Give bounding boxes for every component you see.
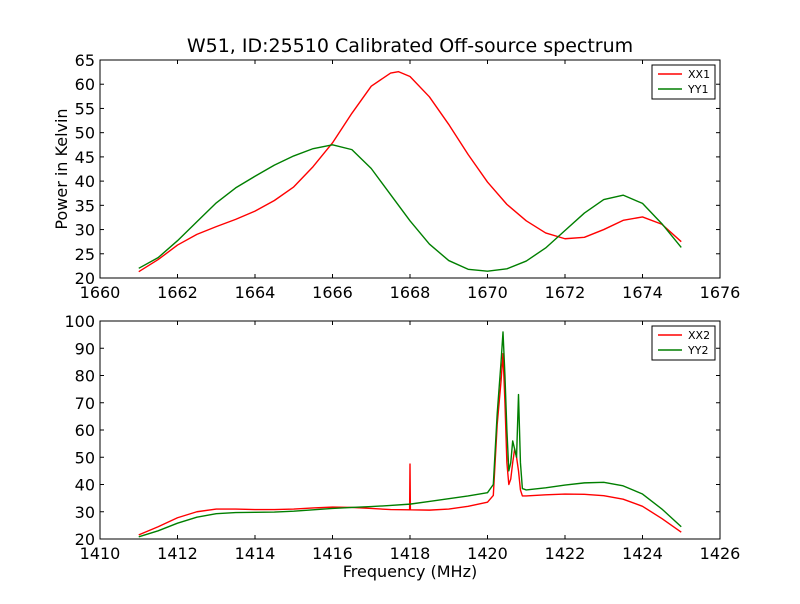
x-tick-label: 1422 [545, 544, 586, 563]
x-tick-label: 1664 [235, 283, 276, 302]
y-tick-label: 20 [75, 530, 95, 549]
x-tick-label: 1416 [312, 544, 353, 563]
legend-box [651, 325, 716, 361]
series-line-xx1 [138, 70, 682, 273]
y-tick-label: 35 [75, 196, 95, 215]
y-tick-label: 60 [75, 75, 95, 94]
series-line-yy1 [138, 144, 682, 272]
x-tick-label: 1674 [622, 283, 663, 302]
y-tick-label: 25 [75, 245, 95, 264]
y-tick-label: 50 [75, 448, 95, 467]
chart-panel-2: 1410 1412 1414 1416 1418 1420 1422 1424 1426 20 30… [64, 312, 740, 581]
y-tick-label: 70 [75, 394, 95, 413]
x-tick-label: 1424 [622, 544, 663, 563]
x-tick-label: 1670 [467, 283, 508, 302]
x-tick-label: 1414 [235, 544, 276, 563]
x-tick-label: 1410 [80, 544, 121, 563]
y-tick-label: 30 [75, 503, 95, 522]
x-axis-label: Frequency (MHz) [343, 562, 477, 581]
y-tick-label: 65 [75, 51, 95, 70]
series-line-yy2 [138, 331, 682, 538]
legend-box [651, 64, 716, 100]
y-tick-label: 45 [75, 148, 95, 167]
x-tick-label: 1660 [80, 283, 121, 302]
x-tick-label: 1418 [390, 544, 431, 563]
y-tick-label: 60 [75, 421, 95, 440]
y-tick-label: 40 [75, 172, 95, 191]
chart-title: W51, ID:25510 Calibrated Off-source spec… [187, 35, 633, 57]
x-tick-label: 1666 [312, 283, 353, 302]
y-tick-label: 50 [75, 124, 95, 143]
x-tick-label: 1672 [545, 283, 586, 302]
legend-label-yy1: YY1 [687, 83, 708, 96]
chart-panel-1: 1660 1662 1664 1666 1668 1670 1672 1674 1676 20 25… [52, 51, 740, 302]
x-tick-label: 1668 [390, 283, 431, 302]
y-tick-label: 30 [75, 221, 95, 240]
y-tick-label: 90 [75, 339, 95, 358]
x-tick-label: 1426 [700, 544, 741, 563]
y-tick-label: 80 [75, 367, 95, 386]
x-tick-label: 1676 [700, 283, 741, 302]
y-axis-label: Power in Kelvin [52, 108, 71, 229]
y-tick-label: 55 [75, 99, 95, 118]
x-tick-label: 1662 [157, 283, 198, 302]
x-tick-label: 1420 [467, 544, 508, 563]
x-tick-label: 1412 [157, 544, 198, 563]
legend-label-yy2: YY2 [687, 344, 708, 357]
legend-label-xx2: XX2 [688, 329, 710, 342]
y-tick-label: 100 [64, 312, 95, 331]
y-tick-label: 40 [75, 476, 95, 495]
y-tick-label: 20 [75, 269, 95, 288]
legend-label-xx1: XX1 [688, 68, 710, 81]
